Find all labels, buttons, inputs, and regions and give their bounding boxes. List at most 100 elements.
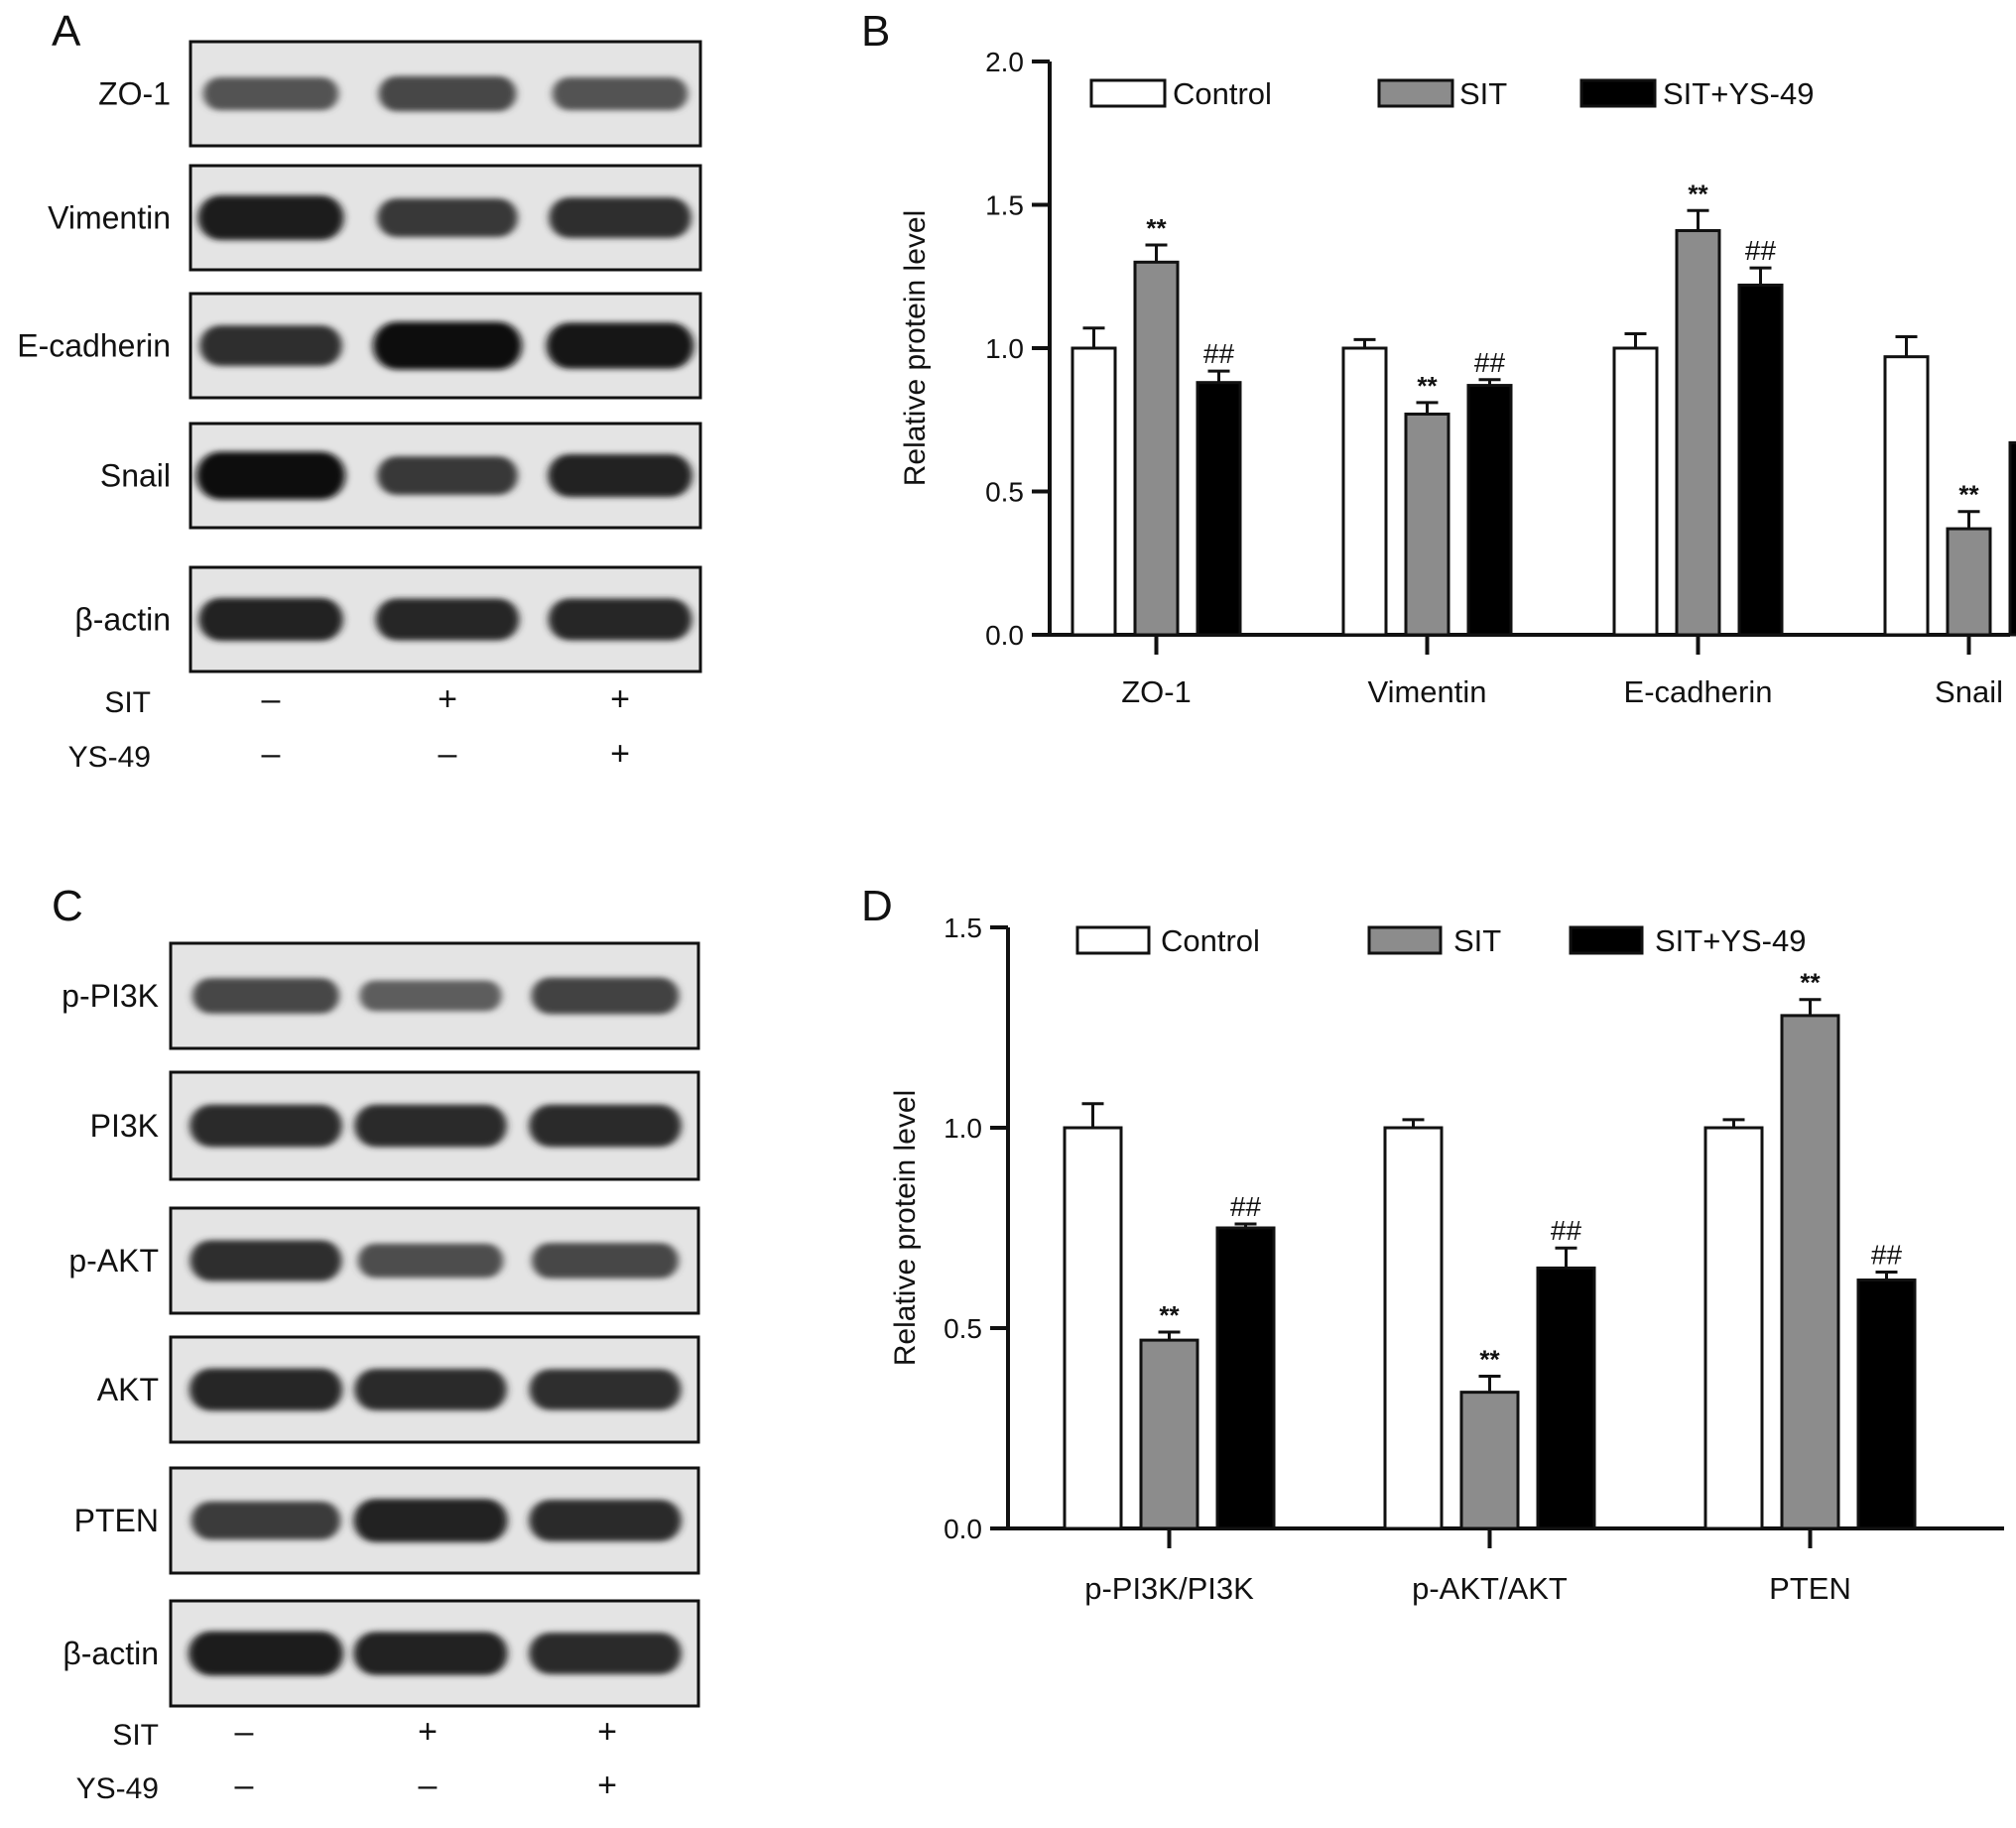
treatment-sign: – — [262, 735, 281, 773]
blot-band — [377, 456, 518, 495]
blot-band — [548, 454, 693, 497]
blot-band — [358, 1244, 504, 1279]
legend-label: SIT+YS-49 — [1663, 76, 1815, 111]
blot-row: ZO-1 — [98, 42, 700, 146]
y-tick-label: 0.0 — [944, 1514, 982, 1544]
panel-letter: C — [52, 882, 83, 930]
blot-band — [549, 598, 693, 640]
blot-label: p-AKT — [68, 1243, 159, 1279]
blot-band — [198, 195, 344, 240]
blot-band — [203, 77, 339, 110]
significance-label: ## — [1551, 1215, 1582, 1246]
treatment-sign: + — [597, 1767, 617, 1804]
bar — [1141, 1340, 1197, 1528]
blot-band — [354, 1105, 507, 1148]
blot-label: AKT — [97, 1372, 159, 1407]
legend-swatch — [1581, 80, 1655, 106]
blot-band — [529, 1633, 682, 1674]
treatment-sign: + — [597, 1713, 617, 1751]
blot-panel-A: A ZO-1 Vimentin E-cadherin Snail β-actin SIT – +… — [17, 7, 700, 774]
bar — [1072, 348, 1115, 635]
treatment-sign: – — [235, 1713, 254, 1751]
blot-band — [549, 197, 691, 238]
treatment-sign: + — [610, 735, 630, 773]
bar-group: **##Vimentin — [1343, 339, 1511, 709]
blot-row: p-PI3K — [62, 943, 698, 1048]
blot-band — [359, 980, 501, 1011]
bar — [1135, 262, 1178, 635]
significance-label: ## — [1871, 1239, 1903, 1270]
blot-band — [377, 198, 518, 237]
blot-band — [189, 1105, 342, 1148]
y-tick-label: 1.5 — [944, 913, 982, 943]
treatment-row: YS-49 – – + — [68, 735, 630, 774]
blot-row: β-actin — [74, 567, 700, 671]
legend-label: SIT — [1459, 76, 1507, 111]
treatment-label: YS-49 — [68, 741, 151, 774]
y-axis-title: Relative protein level — [899, 210, 932, 486]
bar-group: **##p-AKT/AKT — [1385, 1120, 1594, 1606]
legend-swatch — [1379, 80, 1452, 106]
bar-group: **##E-cadherin — [1614, 179, 1782, 709]
bar — [1885, 357, 1928, 635]
significance-label: ## — [1203, 338, 1235, 369]
blot-label: ZO-1 — [98, 76, 171, 112]
blot-label: Vimentin — [48, 200, 171, 236]
y-axis-title: Relative protein level — [889, 1090, 922, 1366]
blot-band — [191, 1502, 340, 1540]
bar-group: **##PTEN — [1705, 968, 1915, 1606]
treatment-row: SIT–++ — [112, 1713, 617, 1752]
blot-band — [198, 598, 343, 641]
bar-group: ** ## ZO-1 — [1072, 213, 1240, 709]
x-category-label: ZO-1 — [1121, 674, 1192, 709]
significance-label: ** — [1479, 1344, 1500, 1374]
legend-swatch — [1369, 927, 1441, 953]
treatment-row: YS-49––+ — [76, 1767, 617, 1805]
significance-label: ** — [1958, 480, 1979, 510]
panel-letter: A — [52, 7, 81, 56]
bar — [1739, 285, 1782, 635]
blot-panel-C: Cp-PI3KPI3Kp-AKTAKTPTENβ-actinSIT–++YS-4… — [52, 882, 698, 1805]
treatment-sign: – — [439, 735, 457, 773]
blot-band — [553, 77, 689, 110]
blot-row: Snail — [100, 424, 700, 528]
x-category-label: Vimentin — [1367, 674, 1486, 709]
y-tick-label: 0.0 — [985, 620, 1024, 651]
x-category-label: E-cadherin — [1624, 674, 1773, 709]
bar — [1948, 529, 1990, 635]
blot-row: Vimentin — [48, 166, 700, 270]
treatment-label: SIT — [104, 686, 151, 719]
blot-band — [199, 325, 341, 366]
y-tick-label: 1.0 — [944, 1113, 982, 1144]
blot-row: E-cadherin — [17, 294, 700, 398]
bar — [1385, 1128, 1442, 1528]
treatment-sign: + — [610, 680, 630, 718]
treatment-sign: – — [262, 680, 281, 718]
blot-label: PI3K — [90, 1108, 159, 1144]
significance-label: ** — [1688, 179, 1708, 208]
blot-band — [547, 322, 694, 369]
blot-label: β-actin — [74, 602, 171, 638]
bar — [1197, 383, 1240, 635]
treatment-sign: + — [418, 1713, 438, 1751]
bar-group: **##p-PI3K/PI3K — [1065, 1104, 1274, 1606]
significance-label: ** — [1800, 968, 1821, 998]
bar — [1468, 386, 1511, 635]
blot-label: PTEN — [74, 1503, 159, 1538]
significance-label: ** — [1146, 213, 1167, 243]
blot-band — [189, 1369, 342, 1411]
significance-label: ** — [1159, 1300, 1180, 1330]
legend-swatch — [1091, 80, 1165, 106]
blot-label: Snail — [100, 458, 171, 494]
legend-swatch — [1571, 927, 1642, 953]
treatment-sign: + — [438, 680, 457, 718]
bar — [1406, 414, 1449, 635]
x-category-label: Snail — [1935, 674, 2003, 709]
bar — [1677, 231, 1719, 635]
blot-row: β-actin — [63, 1601, 698, 1706]
